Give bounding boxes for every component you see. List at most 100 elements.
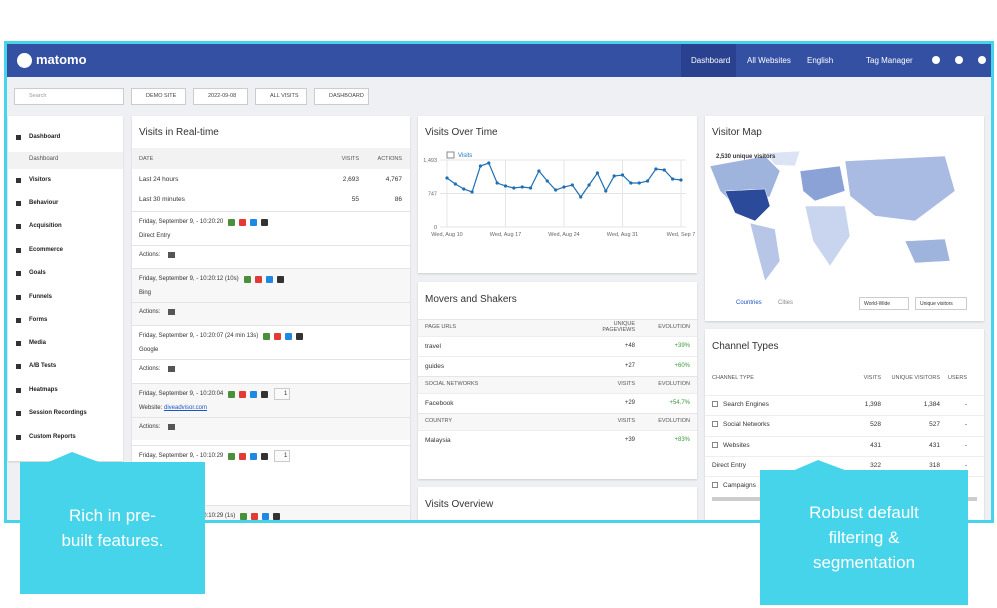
menu-item[interactable]: Heatmaps	[29, 387, 58, 393]
visits-over-time-panel: Visits Over Time Visits 0 747 1,493 Wed, Aug …	[418, 116, 697, 273]
icon-button[interactable]	[932, 56, 940, 64]
sidebar: Dashboard Dashboard Visitors Behaviour Acqui…	[8, 116, 123, 461]
actions-label: Actions:	[139, 366, 161, 372]
menu-item[interactable]: Dashboard	[29, 134, 61, 140]
separator	[132, 211, 410, 212]
column-header: PAGE URLS	[425, 324, 457, 330]
submenu-bg	[8, 152, 123, 169]
icon-button[interactable]	[978, 56, 986, 64]
toolbar-button[interactable]: DEMO SITE	[131, 88, 186, 105]
submenu-item[interactable]: Dashboard	[29, 156, 59, 162]
nav-item[interactable]: All Websites	[747, 56, 791, 65]
cell: 322	[870, 461, 881, 469]
menu-icon	[16, 388, 21, 393]
visit-time: Friday, September 9, - 10:10:29	[139, 453, 224, 459]
data-point	[528, 186, 533, 190]
panel-title: Visitor Map	[712, 127, 762, 138]
cell: +29	[624, 400, 635, 406]
select[interactable]: World-Wide	[859, 297, 909, 310]
data-point	[562, 185, 566, 189]
data-point	[637, 181, 641, 185]
callout: Rich in pre-built features.	[20, 462, 205, 594]
cell: -	[964, 421, 967, 429]
table-header-bg	[705, 370, 984, 387]
table-header-bg	[418, 376, 697, 393]
nav-item[interactable]: Dashboard	[691, 56, 731, 65]
separator	[132, 268, 410, 269]
visitor-icon	[273, 513, 280, 520]
column-header: VISITS	[863, 375, 881, 381]
menu-item[interactable]: Forms	[29, 317, 48, 323]
menu-item[interactable]: Ecommerce	[29, 247, 64, 253]
visit-source: Google	[139, 347, 159, 353]
select[interactable]: Unique visitors	[915, 297, 967, 310]
separator	[418, 393, 697, 394]
nav-item[interactable]: English	[807, 56, 834, 65]
menu-item[interactable]: Media	[29, 340, 47, 346]
column-header: EVOLUTION	[658, 324, 690, 330]
menu-item[interactable]: Behaviour	[29, 200, 59, 206]
data-point	[679, 178, 683, 182]
expand-icon[interactable]	[712, 421, 718, 428]
menu-item[interactable]: Visitors	[29, 177, 51, 183]
toolbar-button[interactable]: 2022-09-08	[193, 88, 248, 105]
map-region	[904, 238, 951, 264]
separator	[705, 415, 984, 417]
visitor-icon	[261, 453, 268, 460]
menu-icon	[16, 435, 21, 440]
separator	[418, 336, 697, 337]
menu-icon	[16, 178, 21, 183]
visitor-icon	[296, 333, 303, 340]
icon-button[interactable]	[955, 56, 963, 64]
select-label: Unique visitors	[920, 301, 953, 307]
cell: Last 24 hours	[139, 176, 179, 183]
expand-icon[interactable]	[712, 482, 718, 489]
separator	[418, 430, 697, 431]
cell: 4,767	[385, 176, 402, 183]
action-icon	[168, 309, 175, 315]
cell: +27	[624, 363, 635, 369]
badge-count: 1	[284, 453, 288, 459]
menu-item[interactable]: Acquisition	[29, 223, 62, 229]
menu-item[interactable]: Session Recordings	[29, 410, 87, 416]
data-point	[554, 188, 558, 192]
logo-icon	[17, 53, 32, 68]
column-header: UNIQUE PAGEVIEWS	[602, 321, 635, 333]
visitor-icon	[228, 391, 235, 398]
content: Search DEMO SITE 2022-09-08 ALL VISITS DASHB…	[7, 77, 991, 520]
data-point	[470, 190, 474, 194]
search-box[interactable]: Search	[14, 88, 124, 105]
x-tick-label: Wed, Aug 17	[490, 232, 521, 238]
callout: Robust default filtering & segmentation	[760, 470, 968, 605]
cell: +83%	[674, 437, 690, 443]
cell: -	[964, 461, 967, 469]
nav-item[interactable]: Tag Manager	[866, 56, 913, 65]
panel-title: Visits in Real-time	[139, 127, 219, 138]
column-header: ACTIONS	[377, 156, 402, 162]
data-point	[654, 167, 658, 171]
action-icon	[168, 252, 175, 258]
data-point	[537, 169, 541, 173]
visit-source: Direct Entry	[139, 233, 171, 239]
menu-item[interactable]: Funnels	[29, 294, 53, 300]
data-point	[445, 176, 449, 180]
panel-title: Visits Over Time	[425, 127, 498, 138]
map-region	[799, 165, 846, 202]
map-link[interactable]: Cities	[778, 300, 794, 306]
visit-link[interactable]: diveadvisor.com	[164, 405, 208, 411]
cell: 2,693	[342, 176, 359, 183]
expand-icon[interactable]	[712, 441, 718, 448]
menu-item[interactable]: A/B Tests	[29, 363, 57, 369]
column-header: VISITS	[617, 381, 635, 387]
menu-item[interactable]: Goals	[29, 270, 46, 276]
line-chart: Visits 0 747 1,493 Wed, Aug 10 Wed, Aug 17 Wed…	[423, 151, 695, 238]
toolbar-button[interactable]: ALL VISITS	[255, 88, 307, 105]
cell: Direct Entry	[712, 461, 746, 469]
expand-icon[interactable]	[712, 401, 718, 407]
menu-icon	[16, 201, 21, 206]
map-link[interactable]: Countries	[736, 300, 762, 306]
visit-time: Friday, September 9, - 10:20:04	[139, 391, 224, 397]
toolbar-button[interactable]: DASHBOARD	[314, 88, 369, 105]
menu-item[interactable]: Custom Reports	[29, 434, 76, 440]
data-point	[604, 189, 608, 193]
